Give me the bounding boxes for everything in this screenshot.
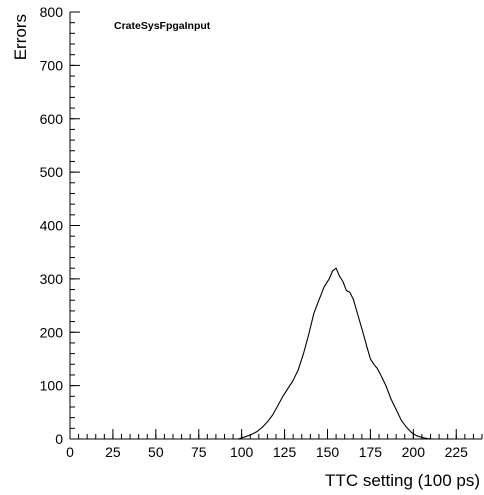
y-tick-label: 400 xyxy=(40,218,64,234)
y-tick-label: 700 xyxy=(40,57,64,73)
y-tick-label: 800 xyxy=(40,4,64,20)
axes-layer xyxy=(69,12,482,440)
y-tick-label: 600 xyxy=(40,111,64,127)
tick-labels-layer: 0 25 50 75 100 125 150 175 200 225 0 100 200 300 400 50… xyxy=(40,4,469,460)
y-tick-label: 100 xyxy=(40,378,64,394)
x-tick-label: 175 xyxy=(359,444,383,460)
chart-title: CrateSysFpgaInput xyxy=(114,20,211,32)
y-axis-label: Errors xyxy=(11,14,30,60)
x-tick-label: 0 xyxy=(66,444,74,460)
x-tick-label: 200 xyxy=(402,444,426,460)
x-tick-label: 150 xyxy=(316,444,340,460)
series-line-0 xyxy=(70,267,482,440)
y-tick-label: 200 xyxy=(40,324,64,340)
x-tick-label: 75 xyxy=(191,444,207,460)
x-tick-label: 25 xyxy=(105,444,121,460)
y-tick-label: 500 xyxy=(40,164,64,180)
y-tick-label: 300 xyxy=(40,271,64,287)
x-tick-label: 125 xyxy=(273,444,297,460)
x-tick-label: 50 xyxy=(148,444,164,460)
y-tick-label: 0 xyxy=(55,431,63,447)
x-tick-label: 100 xyxy=(230,444,254,460)
x-axis-label: TTC setting (100 ps) xyxy=(325,471,480,490)
series-layer xyxy=(70,267,482,440)
ticks-layer xyxy=(69,11,483,440)
x-tick-label: 225 xyxy=(445,444,469,460)
